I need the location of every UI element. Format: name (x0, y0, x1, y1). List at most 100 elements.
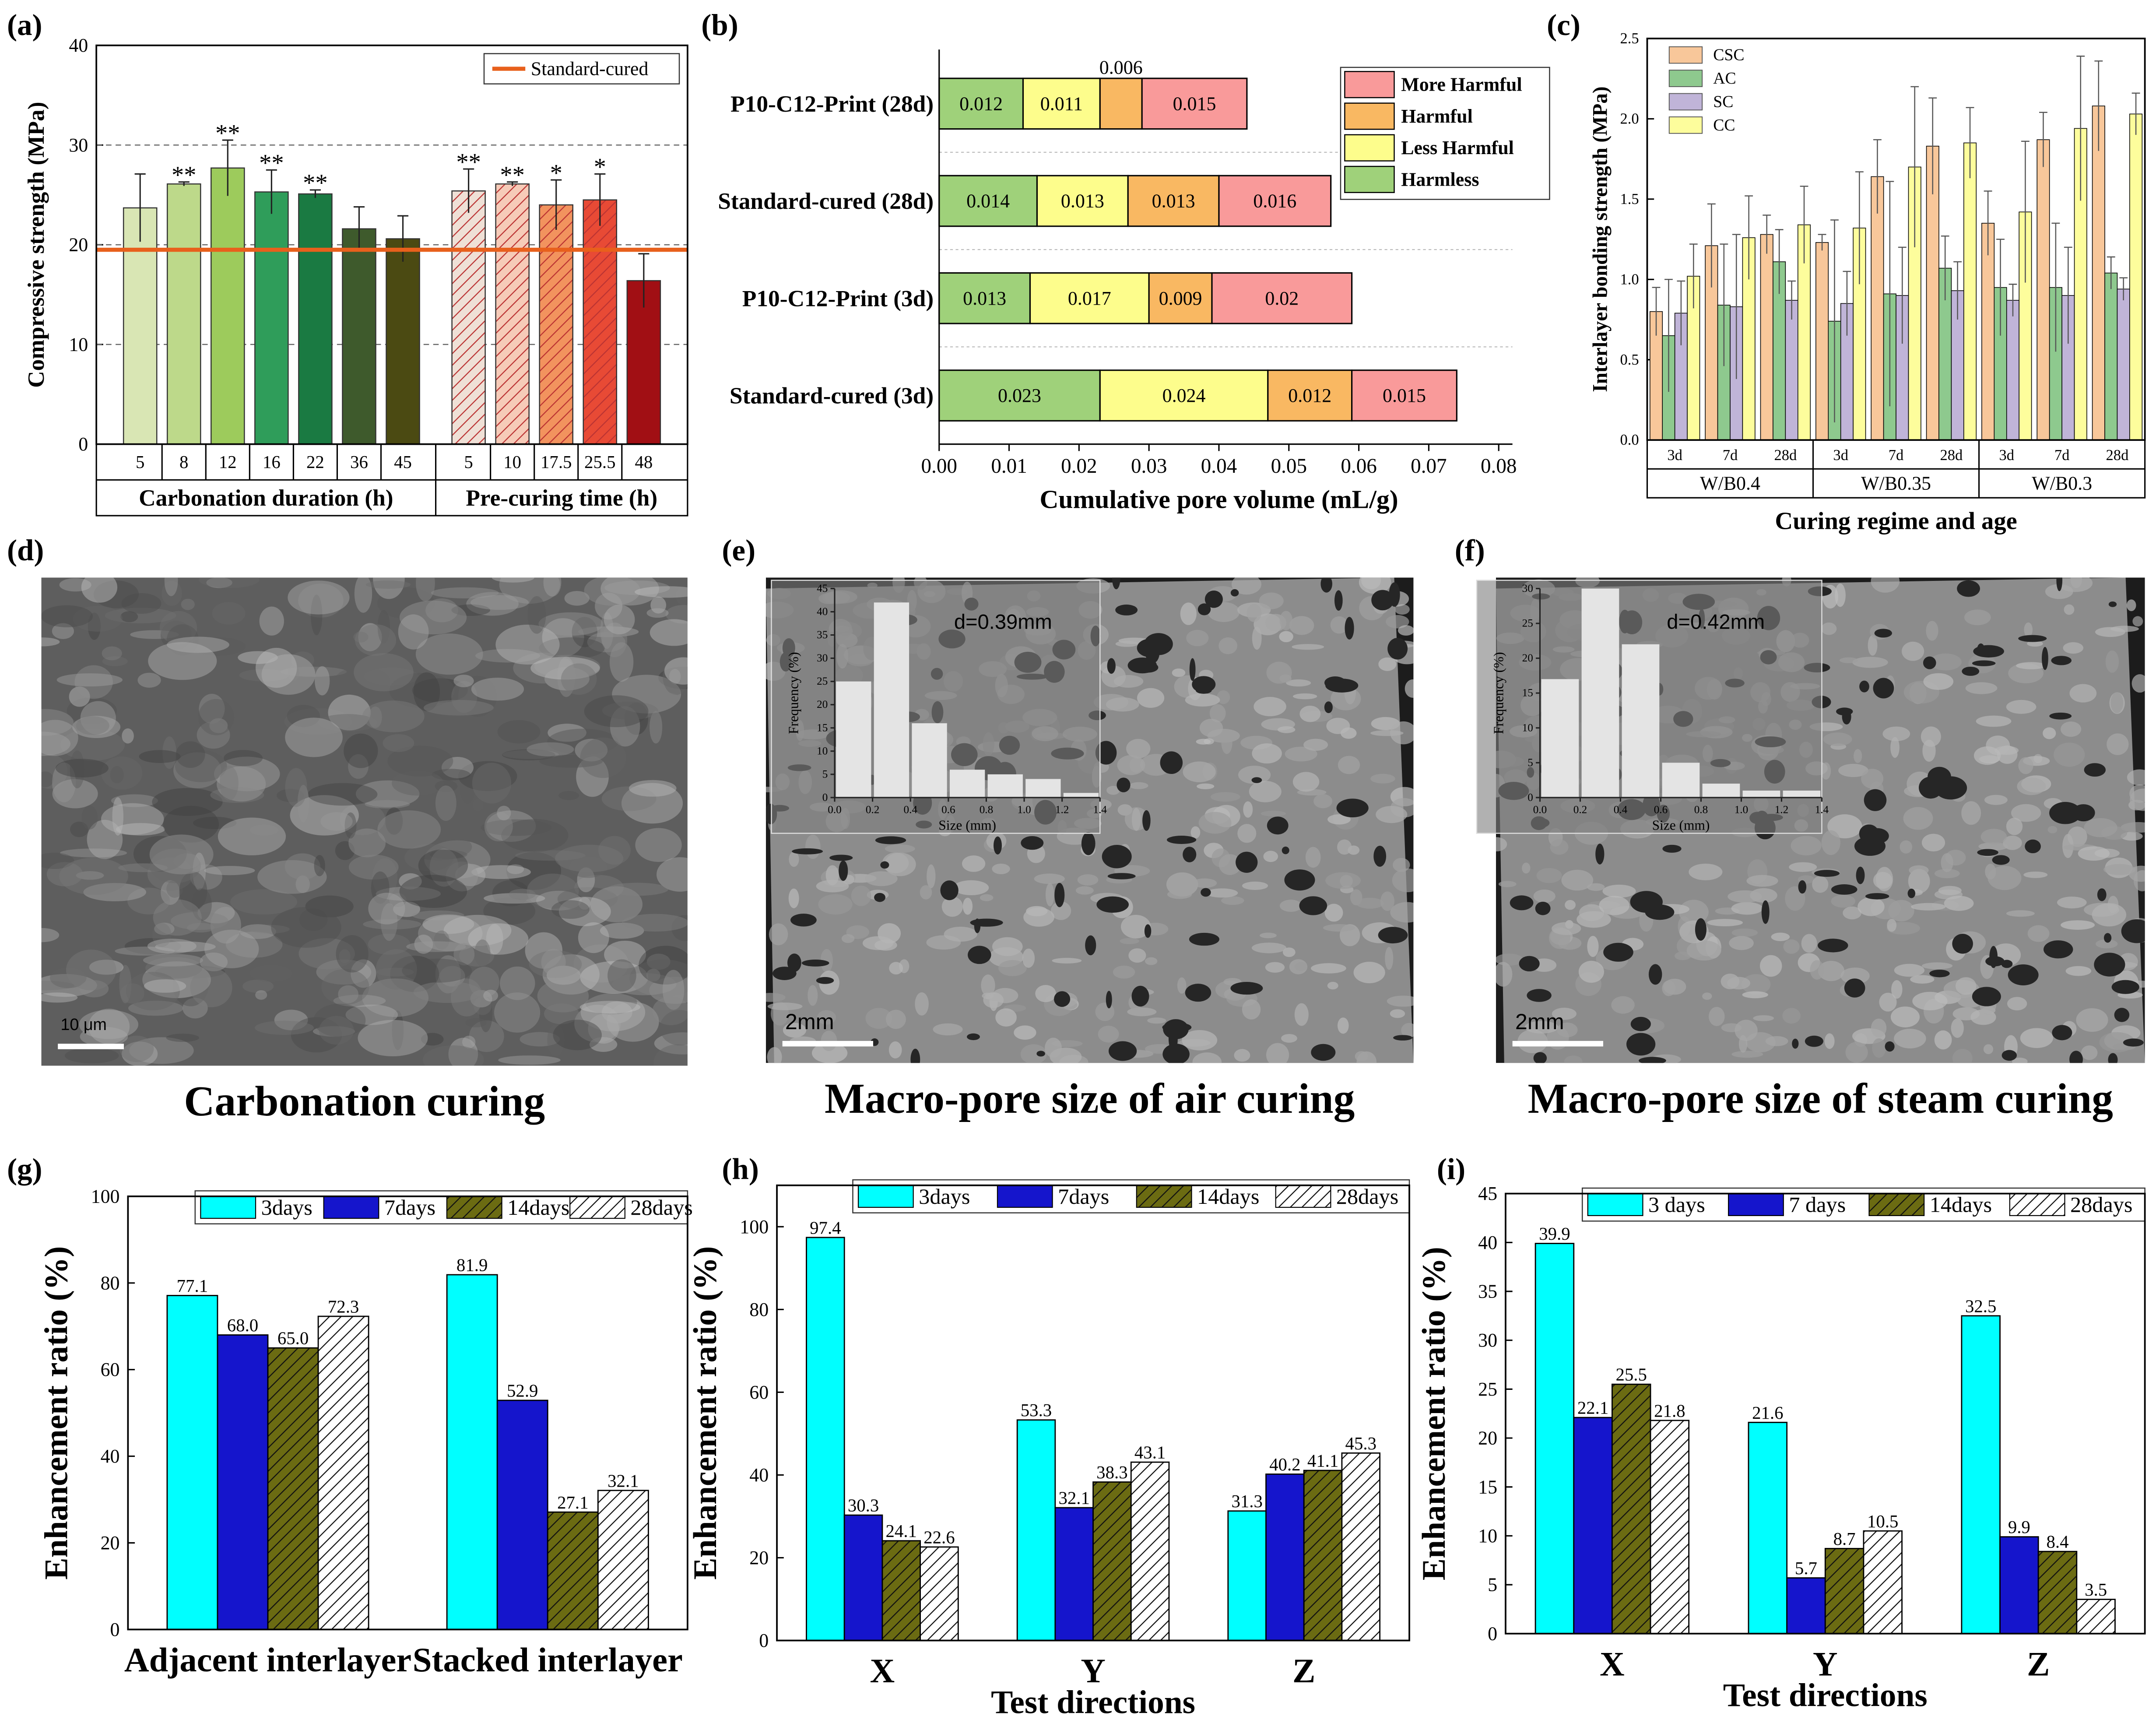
panel-label: (i) (1437, 1152, 1465, 1186)
pore (1874, 629, 1892, 638)
grain (1533, 889, 1556, 903)
bar (1573, 1417, 1613, 1635)
pore (1639, 1057, 1666, 1063)
legend-label: 28days (630, 1195, 692, 1220)
group-label: Carbonation duration (h) (139, 485, 393, 511)
histogram-bar (874, 602, 909, 798)
grain (1941, 853, 1953, 872)
texture (622, 914, 688, 932)
pore (1230, 589, 1239, 597)
grain (1106, 697, 1139, 712)
grain (1218, 637, 1238, 654)
grain (1552, 922, 1581, 935)
legend-label: 28days (2070, 1192, 2132, 1217)
grain (2063, 642, 2084, 654)
grain (1266, 661, 1292, 684)
bar (211, 167, 245, 445)
pore (1102, 844, 1132, 869)
texture (530, 657, 600, 680)
x-tick-label: 28d (1774, 447, 1797, 464)
texture (470, 595, 529, 610)
grain (865, 1008, 892, 1029)
grain (2007, 997, 2027, 1011)
texture (584, 695, 649, 728)
grain (1279, 631, 1293, 643)
grain (1564, 1055, 1583, 1063)
texture (415, 633, 483, 675)
grain (1405, 679, 1414, 698)
data-label: 0.015 (1383, 385, 1426, 406)
legend-label: 14days (1197, 1184, 1259, 1209)
texture (376, 967, 414, 977)
data-label: 0.013 (1061, 190, 1104, 212)
bar-segment (1099, 369, 1269, 422)
x-tick-label: 0.05 (1271, 455, 1307, 478)
grain (1910, 975, 1935, 984)
data-label: 53.3 (1021, 1400, 1052, 1420)
histogram-bar (1541, 679, 1579, 798)
data-label: 38.3 (1096, 1463, 1127, 1482)
texture (612, 675, 681, 714)
texture (119, 1035, 154, 1062)
grain (2024, 622, 2033, 637)
histogram-bar (1702, 784, 1740, 798)
grain (1292, 772, 1320, 792)
grain (889, 962, 903, 975)
grain (1238, 766, 1271, 784)
texture (377, 610, 390, 644)
grain (2058, 577, 2093, 592)
x-tick-label: 1.0 (1017, 804, 1031, 816)
texture (72, 716, 121, 738)
texture (576, 756, 609, 797)
grain (1282, 947, 1296, 957)
grain (817, 1010, 836, 1025)
texture (577, 867, 595, 893)
grain (2006, 817, 2023, 835)
pore (2051, 656, 2072, 665)
bar-segment (938, 77, 1024, 130)
legend-label: AC (1713, 69, 1736, 88)
grain (1356, 897, 1384, 909)
texture (441, 756, 474, 778)
plot-frame (1505, 1192, 2146, 1635)
texture (486, 924, 503, 955)
texture (277, 789, 305, 802)
grain (1821, 622, 1837, 635)
bar (1863, 1530, 1903, 1635)
texture (298, 938, 355, 969)
grain (2126, 599, 2136, 612)
grain (1496, 962, 1513, 987)
legend-swatch (1275, 1185, 1331, 1208)
data-label: 77.1 (177, 1276, 208, 1296)
texture (574, 875, 624, 900)
plot-frame (776, 1184, 1410, 1642)
texture (152, 923, 172, 947)
texture (355, 780, 420, 808)
significance-mark: * (594, 154, 606, 181)
pore (2072, 804, 2095, 822)
texture (224, 750, 263, 767)
texture (513, 653, 573, 684)
legend-swatch (1136, 1185, 1192, 1208)
grain (1115, 640, 1138, 647)
bar (496, 1399, 548, 1630)
grain (1801, 934, 1817, 953)
x-tick-label: 0.8 (980, 804, 993, 816)
texture (455, 864, 486, 886)
pore (1282, 846, 1289, 854)
grain (1131, 808, 1141, 831)
texture (313, 1026, 355, 1037)
grain (1742, 991, 1768, 999)
grain (1902, 641, 1924, 661)
texture (423, 1045, 484, 1066)
grain (1265, 962, 1285, 973)
texture (52, 762, 76, 802)
pore (1236, 851, 1258, 873)
pore (1324, 676, 1346, 689)
texture (451, 978, 483, 1016)
bar (446, 1274, 498, 1630)
panel-label: (b) (701, 8, 738, 42)
x-tick-label: 0.0 (1533, 804, 1547, 816)
data-label: 0.012 (959, 93, 1003, 114)
grain (2067, 826, 2087, 847)
